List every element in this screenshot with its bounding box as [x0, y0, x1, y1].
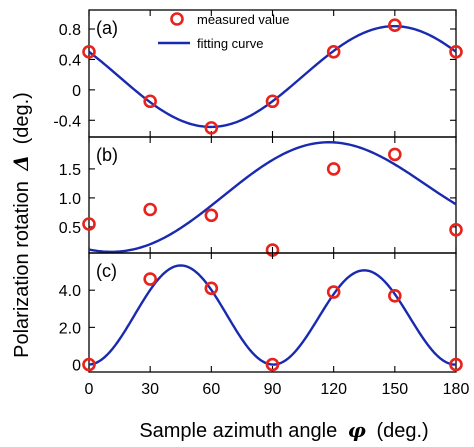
x-axis-symbol: φ	[348, 418, 366, 442]
fit-curve	[88, 24, 457, 129]
x-tick-label: 30	[141, 381, 159, 398]
panel-3: 0 2.0 4.0 (c)	[59, 252, 463, 375]
data-point	[265, 357, 280, 372]
legend-label-fitting: fitting curve	[197, 36, 263, 51]
legend: measured value fitting curve	[158, 12, 290, 51]
data-point	[143, 202, 157, 217]
y-tick-label: 0.5	[59, 220, 81, 237]
fit-curve	[88, 264, 457, 366]
y-tick-label: 0	[72, 358, 81, 375]
y-tick-label: 0.8	[59, 22, 81, 39]
x-axis-label-prefix: Sample azimuth angle	[139, 420, 337, 442]
data-point	[143, 272, 157, 286]
y-axis-label-prefix: Polarization rotation	[11, 181, 33, 358]
data-point	[143, 94, 157, 109]
y-tick-label: -0.4	[53, 113, 81, 130]
data-point	[388, 288, 402, 303]
data-point	[449, 223, 463, 237]
x-tick-label: 120	[320, 381, 347, 398]
panels: -0.4 0 0.4 0.8 (a) 0.5 1.0 1.5 (b) 0 2.0 4.0 (c)	[53, 9, 463, 375]
y-tick-label: 0	[72, 83, 81, 100]
panel-label: (b)	[96, 145, 118, 165]
data-point	[82, 217, 96, 231]
data-point	[388, 18, 402, 33]
y-tick-label: 2.0	[59, 320, 81, 337]
panel-2: 0.5 1.0 1.5 (b)	[59, 136, 463, 257]
data-point	[449, 357, 463, 372]
x-tick-label: 60	[202, 381, 220, 398]
data-point	[204, 121, 219, 135]
y-tick-label: 1.0	[59, 191, 81, 208]
legend-marker-symbol	[170, 12, 184, 26]
y-tick-label: 4.0	[59, 283, 81, 300]
data-point	[326, 162, 341, 176]
y-axis-symbol: Δ	[9, 155, 33, 172]
y-axis-label: Polarization rotation Δ (deg.)	[9, 92, 33, 358]
panel-frame	[88, 252, 457, 373]
fit-curve	[88, 141, 457, 254]
data-point	[82, 45, 96, 59]
y-axis-label-suffix: (deg.)	[11, 92, 33, 144]
x-axis-label: Sample azimuth angle φ (deg.)	[139, 418, 428, 442]
x-axis-label-suffix: (deg.)	[376, 420, 428, 442]
panel-1: -0.4 0 0.4 0.8 (a)	[53, 9, 463, 138]
panel-label: (c)	[96, 261, 117, 281]
y-tick-label: 0.4	[59, 52, 81, 69]
panel-frame	[88, 9, 457, 138]
x-tick-labels: 0 30 60 90 120 150 180	[85, 381, 470, 398]
data-point	[326, 45, 341, 59]
data-point	[388, 147, 402, 162]
data-point	[204, 281, 219, 296]
data-point	[82, 357, 96, 372]
x-tick-label: 180	[443, 381, 470, 398]
panel-label: (a)	[96, 18, 118, 38]
legend-label-measured: measured value	[197, 12, 290, 27]
x-tick-label: 90	[264, 381, 282, 398]
y-tick-label: 1.5	[59, 162, 81, 179]
data-point	[265, 94, 280, 109]
x-tick-label: 0	[85, 381, 94, 398]
data-point	[326, 285, 341, 299]
data-point	[449, 45, 463, 59]
x-tick-label: 150	[381, 381, 408, 398]
data-point	[204, 208, 219, 223]
